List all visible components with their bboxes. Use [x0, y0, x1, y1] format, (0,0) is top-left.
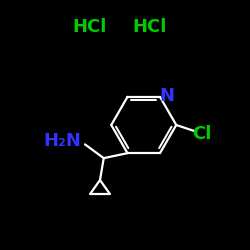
Text: Cl: Cl: [192, 125, 212, 143]
Text: N: N: [160, 86, 174, 104]
Text: H₂N: H₂N: [44, 132, 81, 150]
Text: HCl: HCl: [73, 18, 107, 36]
Text: HCl: HCl: [133, 18, 167, 36]
